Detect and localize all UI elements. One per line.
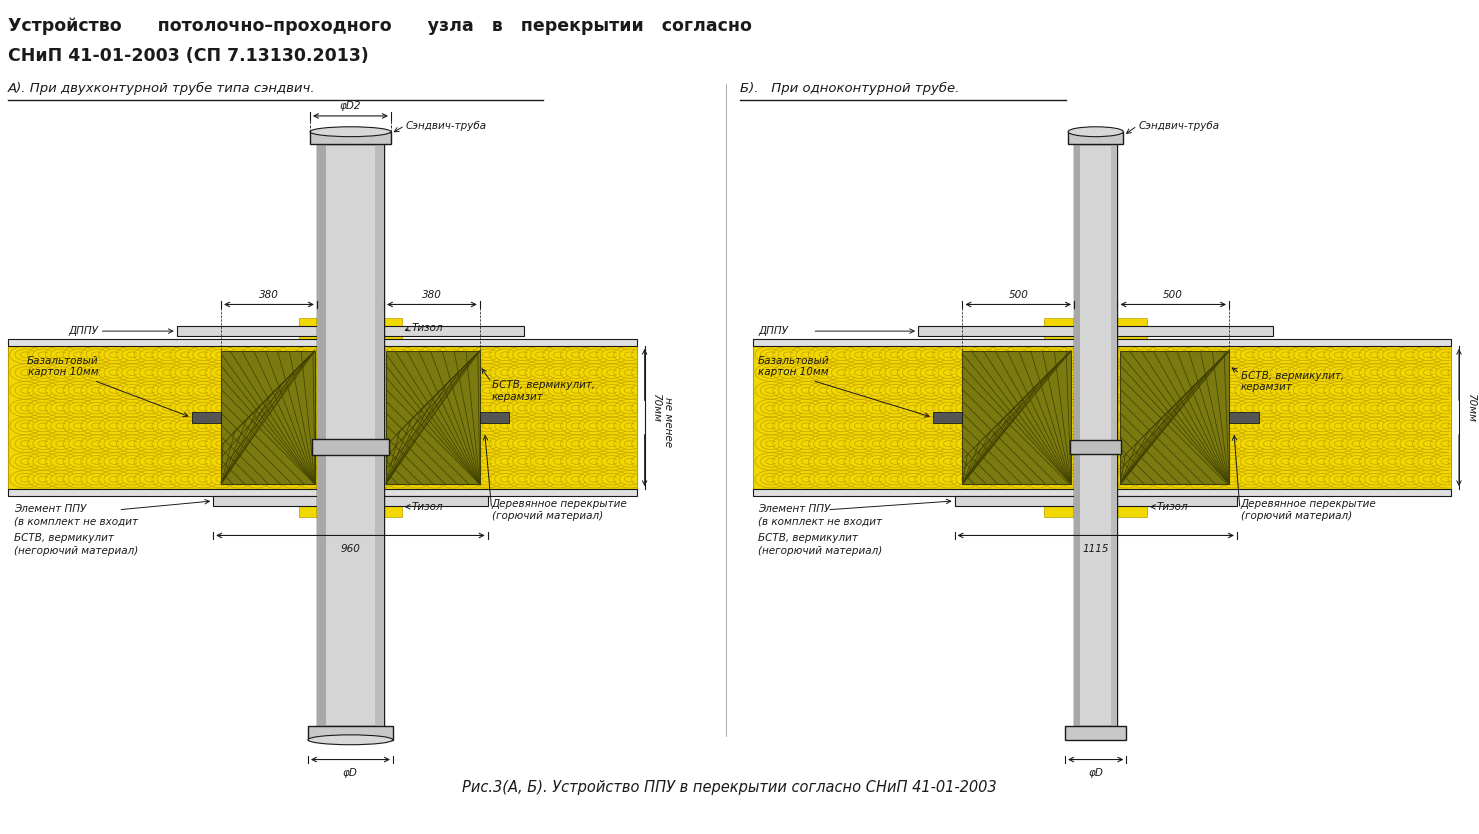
Bar: [191, 411, 222, 424]
Bar: [753, 489, 1451, 496]
Bar: [374, 143, 385, 726]
Bar: [317, 143, 385, 726]
Text: БСТВ, вермикулит: БСТВ, вермикулит: [759, 534, 858, 544]
Bar: [317, 143, 327, 726]
Bar: [1068, 132, 1124, 143]
Bar: [311, 132, 390, 143]
Text: Деревянное перекрытие
(горючий материал): Деревянное перекрытие (горючий материал): [491, 499, 627, 520]
Text: Элемент ППУ: Элемент ППУ: [13, 504, 86, 514]
Bar: [299, 319, 402, 346]
Bar: [308, 726, 393, 740]
Text: 960: 960: [340, 545, 361, 555]
Bar: [386, 351, 479, 484]
Bar: [7, 339, 636, 346]
Bar: [753, 339, 1451, 346]
Text: Сэндвич-труба: Сэндвич-труба: [405, 121, 487, 131]
Bar: [954, 496, 1236, 506]
Text: Элемент ППУ: Элемент ППУ: [759, 504, 831, 514]
Text: БСТВ, вермикулит,
керамзит: БСТВ, вермикулит, керамзит: [491, 380, 595, 402]
Text: Рис.3(А, Б). Устройство ППУ в перекрытии согласно СНиП 41-01-2003: Рис.3(А, Б). Устройство ППУ в перекрытии…: [463, 781, 997, 796]
Bar: [1074, 143, 1080, 726]
Text: БСТВ, вермикулит: БСТВ, вермикулит: [13, 534, 114, 544]
Text: (негорючий материал): (негорючий материал): [759, 546, 883, 556]
Text: (в комплект не входит: (в комплект не входит: [13, 517, 138, 527]
Text: 70мм: 70мм: [651, 393, 661, 422]
Bar: [1044, 319, 1148, 346]
Bar: [213, 496, 488, 506]
Text: А). При двухконтурной трубе типа сэндвич.: А). При двухконтурной трубе типа сэндвич…: [7, 83, 315, 95]
Text: φD: φD: [343, 768, 358, 778]
Ellipse shape: [308, 735, 393, 745]
Text: 70мм: 70мм: [1466, 393, 1476, 422]
Text: Сэндвич-труба: Сэндвич-труба: [1139, 121, 1219, 131]
Bar: [753, 346, 1451, 489]
Text: Базальтовый
картон 10мм: Базальтовый картон 10мм: [759, 356, 830, 378]
Text: 1115: 1115: [1083, 545, 1109, 555]
Bar: [7, 346, 636, 489]
Text: Тизол: Тизол: [411, 323, 444, 333]
Text: (в комплект не входит: (в комплект не входит: [759, 517, 881, 527]
Text: СНиП 41-01-2003 (СП 7.13130.2013): СНиП 41-01-2003 (СП 7.13130.2013): [7, 47, 368, 65]
Text: ДППУ: ДППУ: [68, 326, 99, 336]
Ellipse shape: [311, 127, 390, 137]
Text: 500: 500: [1164, 289, 1183, 299]
Bar: [222, 351, 315, 484]
Text: Б).   При одноконтурной трубе.: Б). При одноконтурной трубе.: [741, 83, 960, 95]
Bar: [1074, 143, 1118, 726]
Bar: [1071, 440, 1121, 454]
Bar: [176, 326, 524, 336]
Text: не менее: не менее: [663, 397, 673, 448]
Text: Устройство      потолочно–проходного      узла   в   перекрытии   согласно: Устройство потолочно–проходного узла в п…: [7, 18, 751, 35]
Text: 380: 380: [259, 289, 280, 299]
Text: Деревянное перекрытие
(горючий материал): Деревянное перекрытие (горючий материал): [1241, 499, 1377, 520]
Bar: [479, 411, 509, 424]
Text: БСТВ, вермикулит,
керамзит: БСТВ, вермикулит, керамзит: [1241, 370, 1344, 392]
Text: ДППУ: ДППУ: [759, 326, 788, 336]
Bar: [1229, 411, 1259, 424]
Text: (негорючий материал): (негорючий материал): [13, 546, 138, 556]
Bar: [312, 440, 389, 455]
Bar: [918, 326, 1273, 336]
Text: 500: 500: [1009, 289, 1028, 299]
Bar: [1121, 351, 1229, 484]
Text: φD2: φD2: [340, 101, 361, 111]
Bar: [299, 489, 402, 517]
Bar: [963, 351, 1071, 484]
Text: Тизол: Тизол: [411, 502, 444, 512]
Bar: [933, 411, 963, 424]
Text: 380: 380: [422, 289, 442, 299]
Ellipse shape: [1068, 127, 1124, 137]
Bar: [7, 489, 636, 496]
Bar: [1111, 143, 1118, 726]
Text: φD: φD: [1089, 768, 1103, 778]
Bar: [1044, 489, 1148, 517]
Bar: [1065, 726, 1127, 740]
Text: Тизол: Тизол: [1157, 502, 1189, 512]
Text: Базальтовый
картон 10мм: Базальтовый картон 10мм: [27, 356, 99, 378]
